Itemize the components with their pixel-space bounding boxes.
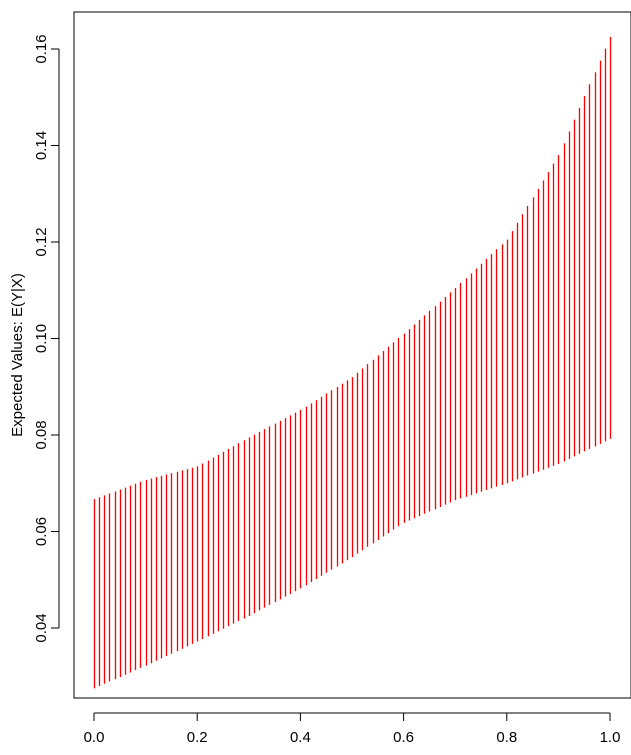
y-tick-label: 0.04 xyxy=(33,613,50,642)
y-tick-label: 0.08 xyxy=(33,420,50,449)
y-tick-label: 0.06 xyxy=(33,517,50,546)
y-tick-label: 0.10 xyxy=(33,324,50,353)
x-axis: 0.0 0.2 0.4 0.6 0.8 1.0 xyxy=(84,712,621,746)
y-tick-label: 0.16 xyxy=(33,34,50,63)
x-tick-label: 0.0 xyxy=(84,729,105,746)
x-tick-label: 0.8 xyxy=(496,729,517,746)
y-axis: 0.04 0.06 0.08 0.10 0.12 0.14 0.16 xyxy=(33,34,60,643)
y-axis-label: Expected Values: E(Y|X) xyxy=(9,273,26,437)
interval-bars xyxy=(93,36,612,689)
y-tick-label: 0.14 xyxy=(33,131,50,160)
x-tick-label: 0.4 xyxy=(290,729,311,746)
y-tick-label: 0.12 xyxy=(33,227,50,256)
x-tick-label: 0.2 xyxy=(187,729,208,746)
x-tick-label: 0.6 xyxy=(393,729,414,746)
plot-frame xyxy=(73,11,631,699)
x-tick-label: 1.0 xyxy=(600,729,621,746)
